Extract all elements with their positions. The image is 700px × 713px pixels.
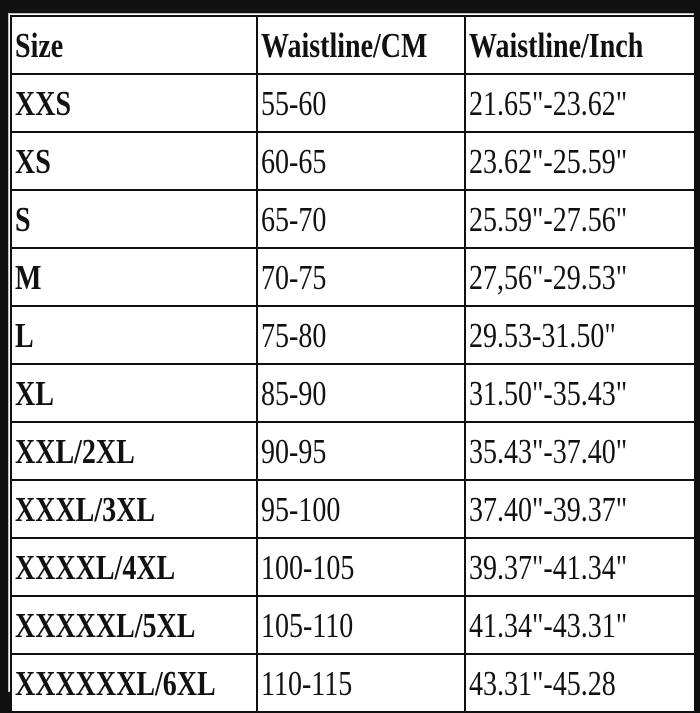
size-cell: XS xyxy=(10,131,258,191)
waist-inch-value: 41.34"-43.31" xyxy=(469,605,628,645)
header-cell-inch: Waistline/Inch xyxy=(464,15,696,75)
table-row: XXL/2XL 90-95 35.43"-37.40" xyxy=(10,421,696,481)
waist-inch-cell: 21.65"-23.62" xyxy=(464,73,696,133)
table-row: XXS 55-60 21.65"-23.62" xyxy=(10,73,696,133)
waist-cm-cell: 55-60 xyxy=(256,73,466,133)
size-cell: XXXL/3XL xyxy=(10,479,258,539)
size-cell: XXXXL/4XL xyxy=(10,537,258,597)
size-value: XS xyxy=(15,141,51,181)
waist-cm-cell: 90-95 xyxy=(256,421,466,481)
waist-inch-value: 25.59"-27.56" xyxy=(469,199,628,239)
waist-cm-cell: 70-75 xyxy=(256,247,466,307)
waist-inch-cell: 35.43"-37.40" xyxy=(464,421,696,481)
waist-inch-cell: 41.34"-43.31" xyxy=(464,595,696,655)
size-cell: XXL/2XL xyxy=(10,421,258,481)
waist-inch-cell: 43.31"-45.28 xyxy=(464,653,696,713)
waist-cm-value: 100-105 xyxy=(261,547,355,587)
waist-cm-cell: 105-110 xyxy=(256,595,466,655)
waist-cm-value: 90-95 xyxy=(261,431,327,471)
size-value: XXXXXL/5XL xyxy=(15,605,196,645)
waist-cm-cell: 110-115 xyxy=(256,653,466,713)
waist-cm-cell: 100-105 xyxy=(256,537,466,597)
waist-inch-value: 29.53-31.50" xyxy=(469,315,616,355)
waist-inch-value: 23.62"-25.59" xyxy=(469,141,628,181)
table-row: M 70-75 27,56"-29.53" xyxy=(10,247,696,307)
header-row: Size Waistline/CM Waistline/Inch xyxy=(10,15,696,75)
size-value: L xyxy=(15,315,34,355)
header-size: Size xyxy=(15,25,64,65)
waist-inch-value: 37.40"-39.37" xyxy=(469,489,628,529)
table-row: XXXXXL/5XL 105-110 41.34"-43.31" xyxy=(10,595,696,655)
table-row: L 75-80 29.53-31.50" xyxy=(10,305,696,365)
size-value: XXXXXXL/6XL xyxy=(15,663,216,703)
waist-cm-value: 65-70 xyxy=(261,199,327,239)
table-row: XS 60-65 23.62"-25.59" xyxy=(10,131,696,191)
size-value: XXL/2XL xyxy=(15,431,135,471)
waist-inch-value: 43.31"-45.28 xyxy=(469,663,616,703)
waist-cm-cell: 75-80 xyxy=(256,305,466,365)
header-cell-cm: Waistline/CM xyxy=(256,15,466,75)
size-cell: L xyxy=(10,305,258,365)
size-cell: XXXXXL/5XL xyxy=(10,595,258,655)
waist-inch-cell: 27,56"-29.53" xyxy=(464,247,696,307)
waist-inch-cell: 39.37"-41.34" xyxy=(464,537,696,597)
table-row: XL 85-90 31.50"-35.43" xyxy=(10,363,696,423)
waist-cm-value: 105-110 xyxy=(261,605,354,645)
size-value: M xyxy=(15,257,42,297)
size-chart-table: Size Waistline/CM Waistline/Inch XXS 55-6… xyxy=(10,15,696,713)
size-value: XXXL/3XL xyxy=(15,489,156,529)
table-row: XXXL/3XL 95-100 37.40"-39.37" xyxy=(10,479,696,539)
waist-inch-value: 27,56"-29.53" xyxy=(469,257,628,297)
waist-inch-cell: 29.53-31.50" xyxy=(464,305,696,365)
waist-inch-cell: 37.40"-39.37" xyxy=(464,479,696,539)
size-cell: XL xyxy=(10,363,258,423)
header-cell-size: Size xyxy=(10,15,258,75)
waist-cm-value: 75-80 xyxy=(261,315,327,355)
waist-cm-value: 60-65 xyxy=(261,141,327,181)
table-row: XXXXL/4XL 100-105 39.37"-41.34" xyxy=(10,537,696,597)
header-waist-cm: Waistline/CM xyxy=(261,25,428,65)
waist-cm-value: 95-100 xyxy=(261,489,341,529)
waist-inch-cell: 23.62"-25.59" xyxy=(464,131,696,191)
size-cell: S xyxy=(10,189,258,249)
waist-inch-value: 31.50"-35.43" xyxy=(469,373,628,413)
waist-cm-cell: 60-65 xyxy=(256,131,466,191)
waist-cm-cell: 65-70 xyxy=(256,189,466,249)
waist-inch-value: 39.37"-41.34" xyxy=(469,547,628,587)
size-value: XXXXL/4XL xyxy=(15,547,176,587)
waist-cm-value: 70-75 xyxy=(261,257,327,297)
waist-inch-value: 35.43"-37.40" xyxy=(469,431,628,471)
waist-inch-value: 21.65"-23.62" xyxy=(469,83,628,123)
size-cell: M xyxy=(10,247,258,307)
waist-cm-cell: 85-90 xyxy=(256,363,466,423)
waist-inch-cell: 31.50"-35.43" xyxy=(464,363,696,423)
waist-cm-value: 55-60 xyxy=(261,83,327,123)
waist-cm-value: 85-90 xyxy=(261,373,327,413)
size-cell: XXXXXXL/6XL xyxy=(10,653,258,713)
size-cell: XXS xyxy=(10,73,258,133)
table-row: XXXXXXL/6XL 110-115 43.31"-45.28 xyxy=(10,653,696,713)
waist-cm-cell: 95-100 xyxy=(256,479,466,539)
size-value: XXS xyxy=(15,83,72,123)
waist-cm-value: 110-115 xyxy=(261,663,353,703)
size-value: XL xyxy=(15,373,54,413)
size-value: S xyxy=(15,199,31,239)
waist-inch-cell: 25.59"-27.56" xyxy=(464,189,696,249)
header-waist-inch: Waistline/Inch xyxy=(469,25,644,65)
table-row: S 65-70 25.59"-27.56" xyxy=(10,189,696,249)
